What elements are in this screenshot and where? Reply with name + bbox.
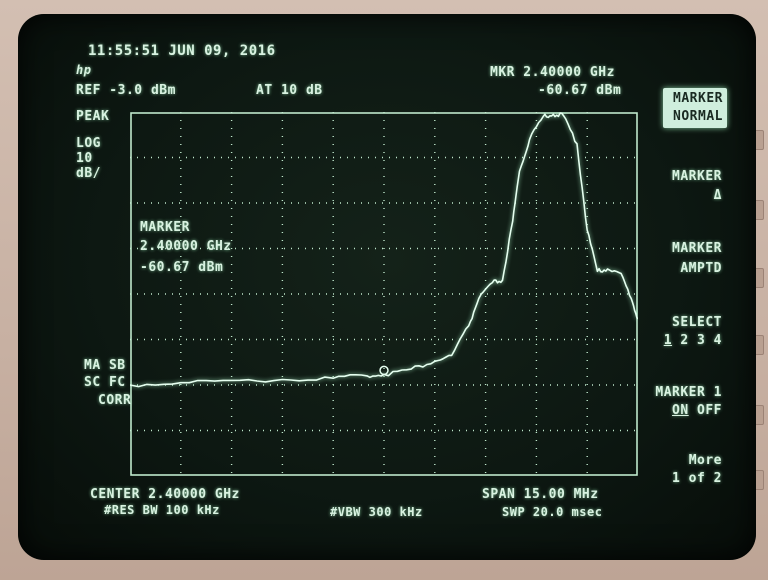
marker1-off-option: OFF: [697, 403, 722, 418]
softkey-more-line2: 1 of 2: [672, 471, 722, 486]
marker-frequency-readout: MKR 2.40000 GHz: [490, 65, 615, 80]
correction-label-2: SC FC: [84, 375, 126, 390]
softkey-marker-delta-line1: MARKER: [672, 169, 722, 184]
timestamp: 11:55:51 JUN 09, 2016: [88, 43, 276, 59]
hp-logo-icon: hp: [76, 63, 92, 77]
softkey-more-line1: More: [688, 453, 722, 468]
scale-value: 10: [76, 151, 93, 166]
sweep-time: SWP 20.0 msec: [502, 505, 603, 519]
spectrum-trace: [130, 112, 638, 388]
input-attenuation: AT 10 dB: [256, 83, 323, 98]
softkey-marker-normal[interactable]: MARKER NORMAL: [663, 88, 727, 128]
marker-annotation-title: MARKER: [140, 220, 190, 235]
marker1-on-option: ON: [672, 403, 689, 418]
scale-unit: dB/: [76, 166, 101, 181]
resolution-bandwidth: #RES BW 100 kHz: [104, 503, 220, 517]
graticule-frame: [130, 112, 638, 476]
center-frequency: CENTER 2.40000 GHz: [90, 487, 240, 502]
reference-level: REF -3.0 dBm: [76, 83, 176, 98]
spectrum-display: [130, 112, 638, 476]
marker-annotation-frequency: 2.40000 GHz: [140, 239, 232, 254]
frequency-span: SPAN 15.00 MHz: [482, 487, 599, 502]
marker-amplitude-readout: -60.67 dBm: [538, 83, 622, 98]
softkey-marker-amptd-line2: AMPTD: [680, 261, 722, 276]
graticule: [130, 112, 638, 476]
softkey-marker-normal-line2: NORMAL: [673, 109, 723, 124]
select-option-active: 1: [663, 333, 673, 348]
scale-type: LOG: [76, 136, 101, 151]
softkey-marker1-state: ON OFF: [672, 404, 722, 417]
video-bandwidth: #VBW 300 kHz: [330, 505, 423, 519]
softkey-select-options: 1 2 3 4: [664, 334, 722, 347]
delta-icon: Δ: [713, 188, 722, 203]
correction-label-1: MA SB: [84, 358, 126, 373]
marker-symbol: [379, 365, 389, 376]
softkey-marker-amptd-line1: MARKER: [672, 241, 722, 256]
softkey-marker-normal-line1: MARKER: [673, 91, 723, 106]
crt-screen: 11:55:51 JUN 09, 2016 hp REF -3.0 dBm AT…: [18, 14, 756, 560]
softkey-marker1-line1: MARKER 1: [655, 385, 722, 400]
select-option-others: 2 3 4: [680, 333, 722, 348]
correction-label-3: CORR: [98, 393, 132, 408]
marker-annotation-amplitude: -60.67 dBm: [140, 260, 224, 275]
softkey-select-line1: SELECT: [672, 315, 722, 330]
detector-mode: PEAK: [76, 109, 110, 124]
